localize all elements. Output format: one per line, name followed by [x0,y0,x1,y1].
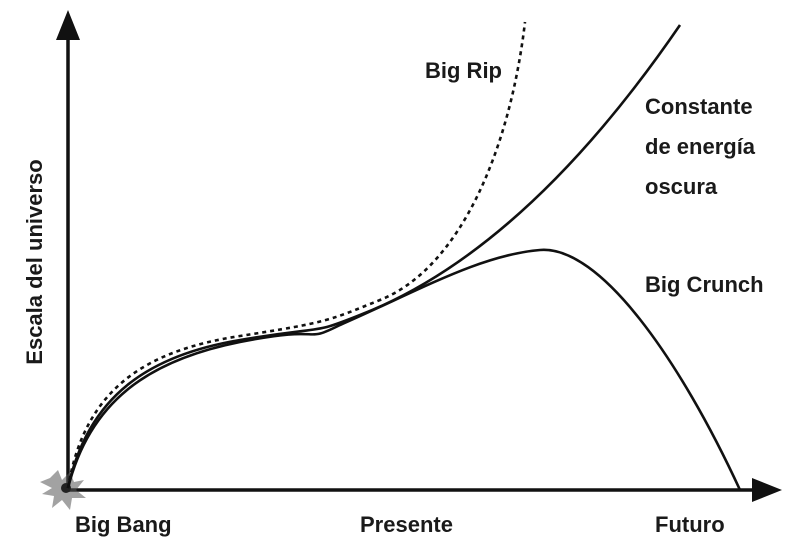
curve-label: oscura [645,174,718,199]
dark-energy-curve [68,25,680,488]
x-axis-arrow [752,478,782,502]
big-rip-curve [68,22,525,488]
curve-label: de energía [645,134,756,159]
diagram: Escala del universo Big Bang Presente Fu… [0,0,790,540]
x-label: Presente [360,512,453,537]
y-axis-label: Escala del universo [22,159,47,364]
x-label: Big Bang [75,512,172,537]
big-crunch-curve [68,250,740,490]
curve-label: Big Rip [425,58,502,83]
curve-label: Big Crunch [645,272,764,297]
curve-label: Constante [645,94,753,119]
y-axis-arrow [56,10,80,40]
x-label: Futuro [655,512,725,537]
